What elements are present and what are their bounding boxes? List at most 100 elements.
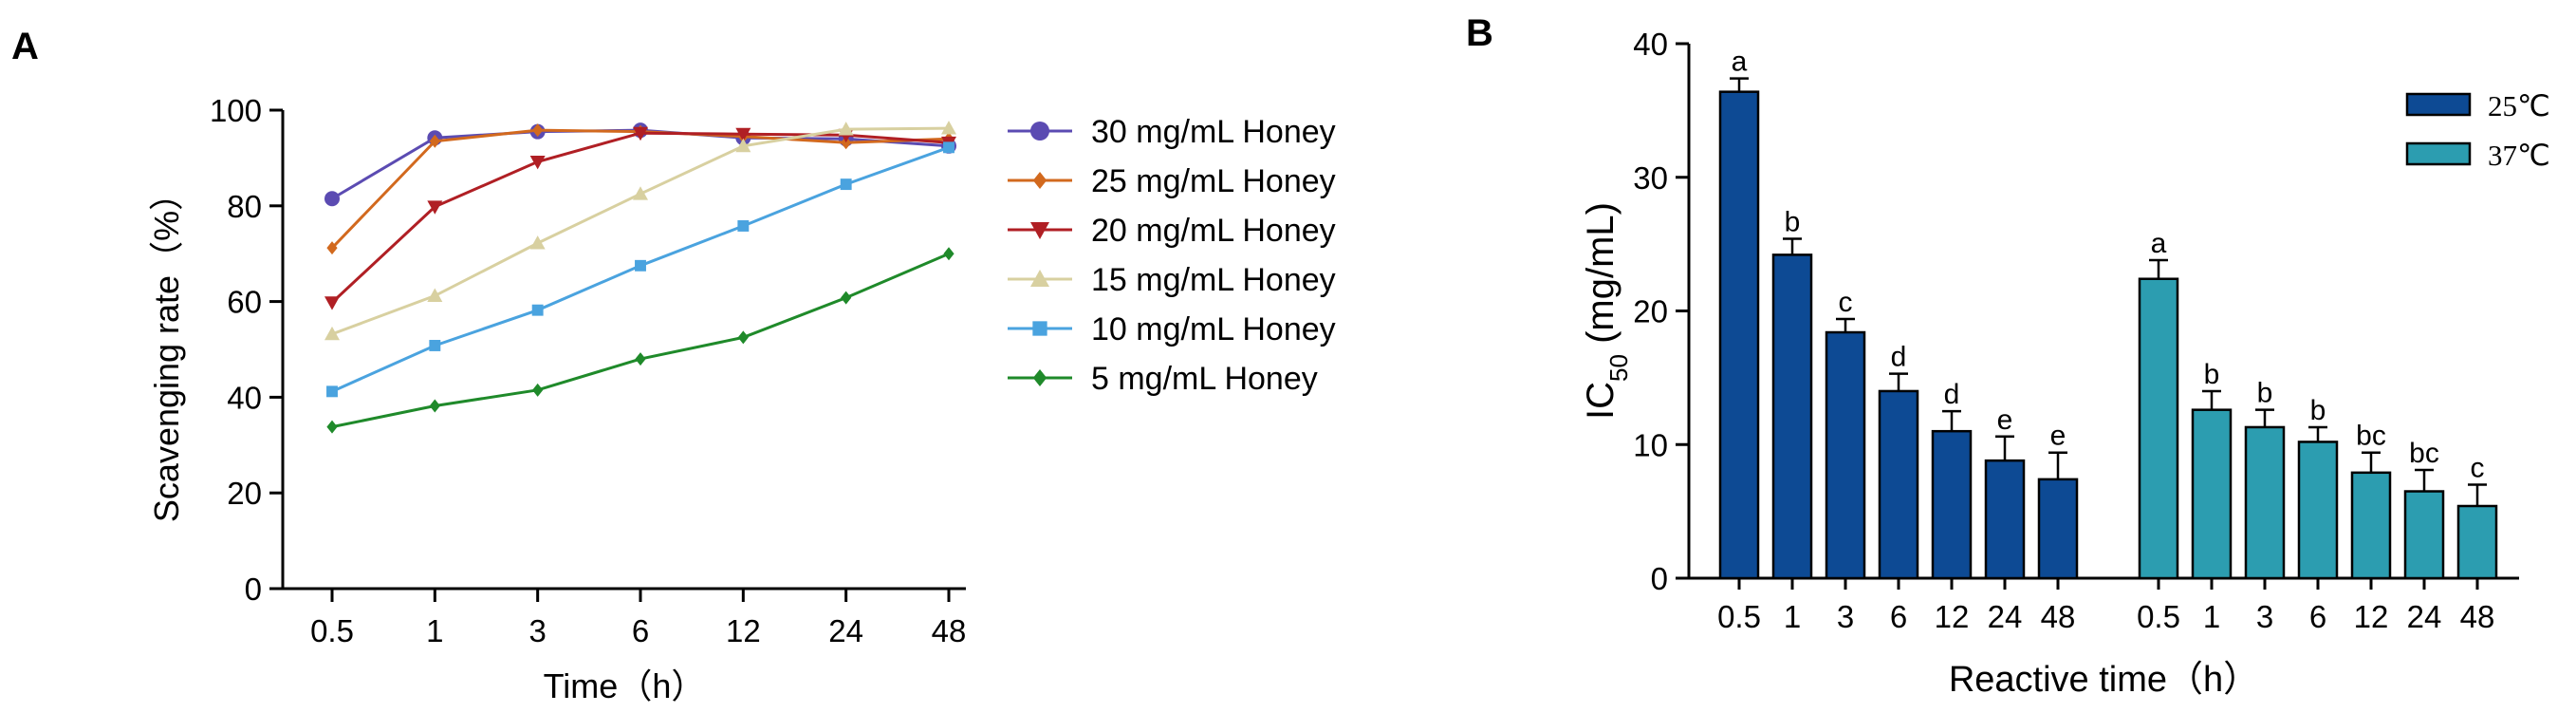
panel-b-y-tick-label: 10 xyxy=(1633,427,1668,462)
panel-a-series-line xyxy=(331,252,950,429)
panel-b-y-axis-title-unit: (mg/mL) xyxy=(1580,202,1622,354)
panel-b-bar xyxy=(2191,408,2233,580)
panel-label-b: B xyxy=(1466,12,1493,54)
panel-b-x-tick-label: 0.5 xyxy=(1717,599,1761,634)
panel-b-y-tick-label: 0 xyxy=(1651,561,1668,596)
panel-a-legend-label: 20 mg/mL Honey xyxy=(1091,213,1336,249)
panel-a-data-point xyxy=(532,123,544,138)
panel-b-x-tick-label: 0.5 xyxy=(2137,599,2180,634)
panel-a-data-point xyxy=(737,330,749,345)
panel-a-y-tick-label: 0 xyxy=(245,572,262,607)
panel-b-bar xyxy=(2037,478,2079,580)
panel-b-x-tick-label: 1 xyxy=(1784,599,1801,634)
panel-b-significance-letter: bc xyxy=(2409,438,2439,469)
panel-b-x-tick-label: 12 xyxy=(2354,599,2389,634)
panel-a-series-line xyxy=(330,131,950,304)
panel-a-data-point xyxy=(735,127,751,142)
panel-b-x-axis-title: Reactive time（h） xyxy=(1949,660,2259,700)
panel-b-significance-letter: b xyxy=(1785,206,1801,237)
panel-b-x-tick-label: 24 xyxy=(1988,599,2023,634)
panel-a-legend-label: 25 mg/mL Honey xyxy=(1091,163,1336,199)
panel-b-significance-letter: c xyxy=(1839,287,1853,318)
panel-a-series xyxy=(324,121,956,434)
panel-b-significance-letter: bc xyxy=(2356,421,2386,452)
panel-b-legend-label: 25℃ xyxy=(2488,89,2550,122)
panel-a-x-tick-label: 6 xyxy=(632,613,649,648)
panel-a-data-point xyxy=(324,326,340,341)
panel-a-data-point xyxy=(943,141,954,154)
panel-a-y-tick-label: 60 xyxy=(227,285,262,320)
panel-b-significance-letter: a xyxy=(1732,47,1748,78)
panel-b-legend-swatch xyxy=(2405,141,2472,166)
panel-b-y-tick-label: 30 xyxy=(1633,160,1668,196)
panel-b-significance-letter: a xyxy=(2151,228,2167,259)
panel-b-bar xyxy=(1878,389,1919,580)
panel-a-data-point xyxy=(427,200,443,215)
panel-a-data-point xyxy=(429,134,440,148)
panel-b-x-tick-label: 12 xyxy=(1935,599,1970,634)
panel-a-data-point xyxy=(429,399,440,413)
panel-a-legend: 30 mg/mL Honey 25 mg/mL Honey 20 mg/mL Hon… xyxy=(1008,114,1336,397)
panel-b-y-axis-title: IC50 (mg/mL) xyxy=(1580,202,1633,420)
panel-a-y-tick-label: 80 xyxy=(227,189,262,224)
panel-a-data-point xyxy=(841,136,852,150)
panel-b-bar xyxy=(2456,504,2498,580)
panel-a-data-point xyxy=(737,220,750,232)
panel-a-y-axis-title: Scavenging rate（%） xyxy=(147,177,186,522)
panel-b-y-tick-label: 40 xyxy=(1633,27,1668,62)
panel-a-x-tick-label: 48 xyxy=(932,613,967,648)
panel-a-data-point xyxy=(838,122,854,136)
panel-b-significance-letter: b xyxy=(2257,378,2273,409)
panel-a-series-6 xyxy=(326,247,954,434)
panel-b-x-tick-label: 6 xyxy=(1890,599,1907,634)
panel-a-x-tick-label: 1 xyxy=(426,613,443,648)
panel-b-significance-letter: e xyxy=(2050,421,2066,452)
panel-a-data-point xyxy=(326,385,338,398)
panel-b-x-tick-label: 48 xyxy=(2041,599,2076,634)
panel-b-significance-letter: b xyxy=(2204,359,2220,390)
panel-a-x-axis-title: Time（h） xyxy=(544,666,706,705)
panel-b-significance-letter: c xyxy=(2471,452,2485,483)
panel-b-x-tick-label: 1 xyxy=(2203,599,2220,634)
panel-a-data-point xyxy=(531,304,544,316)
panel-a-legend-label: 10 mg/mL Honey xyxy=(1091,311,1336,347)
panel-a-data-point xyxy=(735,138,751,153)
panel-b-bar xyxy=(2138,277,2179,580)
panel-a-x-tick-label: 24 xyxy=(828,613,863,648)
panel-a-data-point xyxy=(429,340,441,351)
panel-a-legend-label: 15 mg/mL Honey xyxy=(1091,262,1336,298)
panel-a-data-point xyxy=(326,241,338,255)
panel-a-legend-label: 30 mg/mL Honey xyxy=(1091,114,1336,150)
panel-b-x-tick-label: 6 xyxy=(2309,599,2326,634)
panel-b-bar xyxy=(1825,330,1866,580)
panel-b-bar xyxy=(1718,90,1760,580)
panel-b-significance-letter: b xyxy=(2310,395,2326,426)
panel-b-x-tick-label: 3 xyxy=(2256,599,2273,634)
panel-a-data-point xyxy=(324,296,340,310)
panel-a-legend-marker xyxy=(1030,222,1049,239)
panel-a-legend-marker xyxy=(1032,369,1047,386)
panel-a-series-5 xyxy=(326,141,954,398)
panel-a-data-point xyxy=(941,121,956,135)
panel-b-significance-letter: d xyxy=(1944,379,1960,410)
panel-b-bar xyxy=(1931,429,1973,580)
panel-a-series-3 xyxy=(324,126,956,310)
panel-a-data-point xyxy=(326,420,338,434)
panel-a-x-tick-label: 12 xyxy=(726,613,761,648)
panel-a-line-chart: 0 20 40 60 80 100 0.5 1 3 6 12 24 48 30 mg/mL Honey 2… xyxy=(147,93,1336,705)
panel-b-bar xyxy=(2403,490,2445,580)
panel-b-y-axis-title-sub: 50 xyxy=(1604,354,1633,382)
panel-a-y-tick-label: 40 xyxy=(227,380,262,415)
panel-a-data-point xyxy=(427,288,443,302)
panel-b-legend-label: 37℃ xyxy=(2488,139,2550,172)
panel-a-data-point xyxy=(841,291,852,305)
panel-label-a: A xyxy=(11,26,39,67)
panel-a-data-point xyxy=(532,383,544,397)
panel-b-bar xyxy=(1984,459,2026,580)
panel-b-significance-letter: e xyxy=(1997,404,2013,436)
panel-b-y-axis-title-main: IC xyxy=(1580,382,1622,420)
panel-b-x-tick-label: 48 xyxy=(2460,599,2495,634)
panel-b-x-tick-label: 24 xyxy=(2407,599,2442,634)
